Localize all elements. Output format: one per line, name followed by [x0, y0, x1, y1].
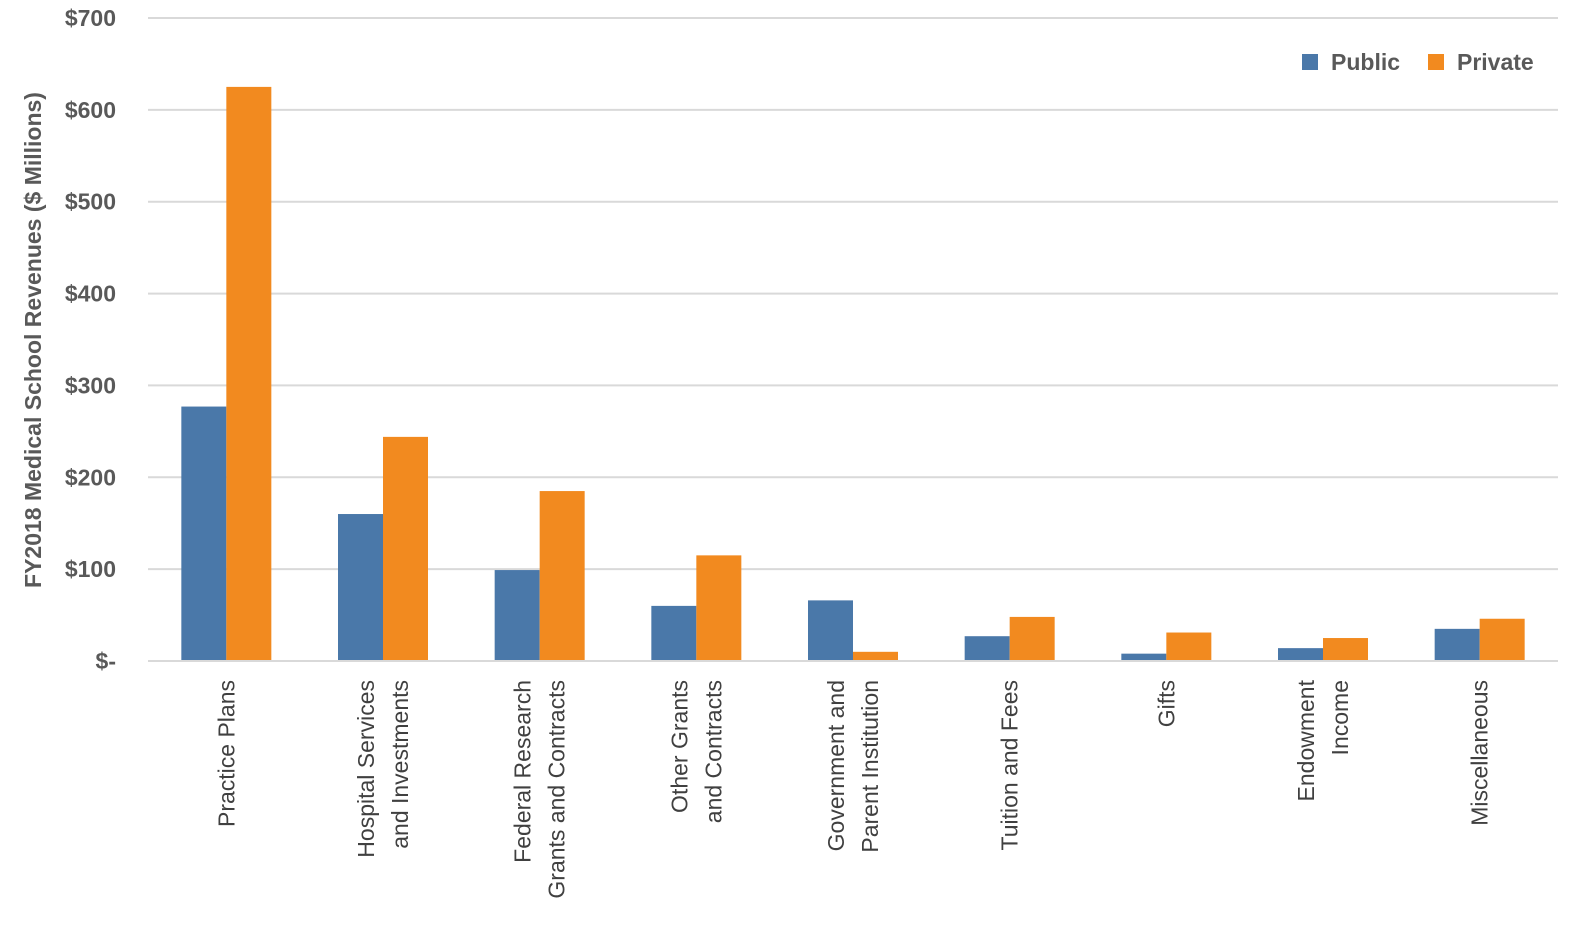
y-tick-label: $-: [96, 648, 116, 674]
y-tick-label: $100: [65, 556, 116, 582]
x-category-label: Federal Research: [510, 680, 536, 863]
x-category-label: Parent Institution: [857, 680, 883, 853]
bar-private-1: [383, 436, 428, 661]
x-category-label: Practice Plans: [213, 680, 239, 827]
y-tick-label: $400: [65, 281, 116, 307]
x-category-label: and Investments: [387, 680, 413, 849]
bars: [181, 86, 1525, 661]
x-category-label: Hospital Services: [353, 680, 379, 858]
x-category-label: and Contracts: [700, 680, 726, 823]
gridlines: [148, 17, 1558, 571]
x-category-label: Endowment: [1293, 679, 1319, 801]
y-axis-title: FY2018 Medical School Revenues ($ Millio…: [20, 92, 46, 588]
x-category-label: Tuition and Fees: [997, 680, 1023, 850]
y-tick-label: $200: [65, 464, 116, 490]
x-axis-category-labels: Practice Plans Hospital Services and Inves…: [213, 679, 1492, 898]
bar-public-0: [181, 406, 227, 661]
y-axis-ticks: $- $100 $200 $300 $400 $500 $600 $700: [65, 5, 116, 674]
legend-label-public: Public: [1331, 49, 1400, 75]
y-tick-label: $700: [65, 5, 116, 31]
bar-private-5: [1009, 616, 1055, 661]
x-category-label: Gifts: [1153, 680, 1179, 727]
bar-private-7: [1323, 638, 1368, 661]
bar-public-1: [338, 514, 383, 661]
bar-public-6: [1121, 653, 1167, 661]
bar-private-8: [1479, 618, 1525, 661]
x-category-label: Government and: [823, 680, 849, 851]
bar-public-7: [1278, 648, 1323, 661]
bar-public-8: [1434, 628, 1480, 661]
x-category-label: Other Grants: [666, 680, 692, 813]
bar-private-4: [853, 651, 898, 661]
bar-private-3: [696, 555, 742, 661]
legend-swatch-private: [1428, 54, 1444, 70]
x-category-label: Income: [1327, 680, 1353, 755]
bar-public-2: [494, 570, 540, 661]
y-tick-label: $500: [65, 189, 116, 215]
bar-private-6: [1166, 632, 1212, 661]
x-category-label: Grants and Contracts: [544, 680, 570, 899]
legend: Public Private: [1302, 49, 1534, 75]
y-tick-label: $300: [65, 372, 116, 398]
legend-label-private: Private: [1457, 49, 1534, 75]
legend-swatch-public: [1302, 54, 1318, 70]
bar-private-0: [226, 86, 272, 661]
x-category-label: Miscellaneous: [1467, 680, 1493, 826]
bar-public-5: [964, 636, 1010, 661]
y-tick-label: $600: [65, 97, 116, 123]
bar-private-2: [539, 491, 585, 661]
bar-public-3: [651, 605, 697, 661]
bar-public-4: [808, 600, 853, 661]
